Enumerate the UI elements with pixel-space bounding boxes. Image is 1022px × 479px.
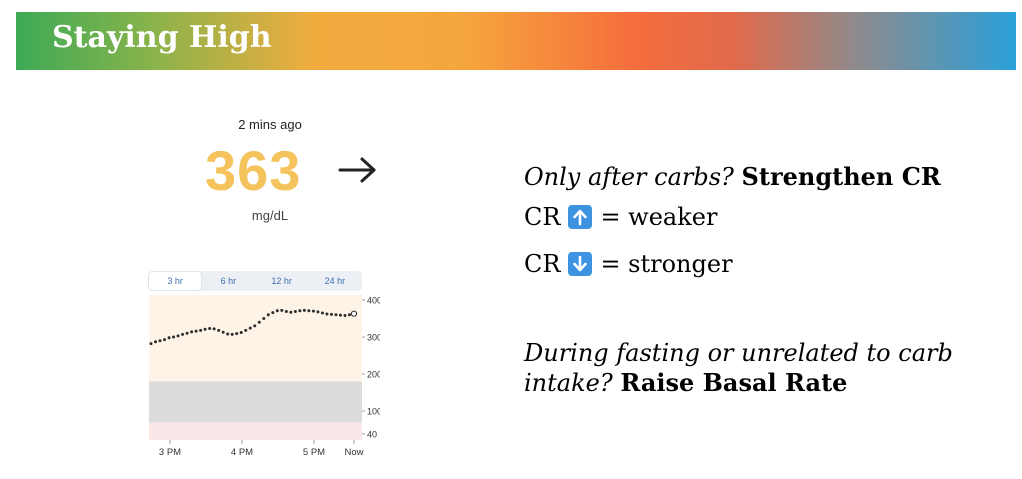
note-fasting-action: Raise Basal Rate [620,368,848,397]
arrow-right-icon [338,157,376,183]
glucose-point [244,328,248,332]
glucose-point [230,332,234,336]
note-fasting: During fasting or unrelated to carb inta… [524,338,974,398]
glucose-point [185,331,189,335]
glucose-value: 363 [205,139,302,202]
glucose-point [239,331,243,335]
target-range-band [149,381,362,423]
glucose-point [266,313,270,317]
x-tick-label: Now [344,447,363,458]
glucose-point [262,317,266,320]
glucose-point [320,311,324,315]
reading-age: 2 mins ago [238,117,302,132]
glucose-point [194,329,198,333]
glucose-point [257,320,261,324]
glucose-point [208,326,212,330]
low-range-band [149,422,362,440]
glucose-point [338,313,342,317]
glucose-point [307,309,311,313]
x-tick-label: 5 PM [303,447,325,458]
y-tick-label: 200 [367,370,380,380]
note-carbs: Only after carbs? Strengthen CR [524,162,941,191]
tab-24hr[interactable]: 24 hr [324,276,346,286]
tab-6hr[interactable]: 6 hr [220,276,237,286]
glucose-point [329,312,333,316]
glucose-point [190,330,194,334]
glucose-point [334,313,338,317]
glucose-point [271,311,275,315]
glucose-point [221,330,225,334]
y-tick-label: 400 [367,296,380,306]
glucose-point [176,334,180,338]
glucose-point [226,332,230,336]
note-cr-up: CR = weaker [524,203,717,231]
note-carbs-question: Only after carbs? [524,163,734,191]
y-tick-label: 300 [367,333,380,343]
glucose-point [158,339,162,343]
glucose-point [248,326,252,330]
slide-title: Staying High [52,20,272,55]
glucose-point [149,342,153,346]
current-reading-point [350,310,358,317]
note-fasting-question: During fasting or unrelated to carb inta… [524,339,953,397]
tab-3hr[interactable]: 3 hr [149,272,202,290]
glucose-point [289,310,293,314]
glucose-point [280,308,284,312]
glucose-units: mg/dL [251,208,289,223]
glucose-point [154,340,158,344]
glucose-point [217,328,221,332]
glucose-point [316,310,320,314]
y-tick-label: 40 [367,430,377,440]
note-cr-up-label: CR [524,203,561,231]
glucose-point [172,335,176,339]
high-range-band [149,295,362,382]
glucose-point [302,308,306,312]
note-cr-down: CR = stronger [524,250,733,278]
note-carbs-action: Strengthen CR [741,162,941,191]
glucose-point [293,309,297,313]
time-range-tabs: 3 hr 6 hr 12 hr 24 hr [148,271,362,291]
glucose-point [325,312,329,316]
note-cr-down-label: CR [524,250,561,278]
glucose-point [275,309,279,313]
glucose-point [347,313,351,317]
y-tick-label: 100 [367,407,380,417]
glucose-point [298,309,302,313]
glucose-point [284,309,288,313]
note-cr-up-meaning: = weaker [600,203,718,231]
up-arrow-key-icon [568,205,593,229]
x-tick-label: 4 PM [231,447,253,458]
glucose-point [212,327,216,331]
glucose-point [163,338,167,342]
glucose-chart: 400 300 200 100 40 3 PM 4 PM 5 PM Now [149,295,380,458]
x-tick-label: 3 PM [159,447,181,458]
glucose-point [235,332,239,336]
glucose-point [343,314,347,318]
glucose-point [167,336,171,340]
title-banner: Staying High [16,12,1016,70]
glucose-point [199,328,203,332]
glucose-point [203,327,207,331]
glucose-point [253,324,257,328]
tab-12hr[interactable]: 12 hr [271,276,292,286]
note-cr-down-meaning: = stronger [600,250,733,278]
glucose-point [181,332,185,336]
down-arrow-key-icon [568,252,593,276]
glucose-point [311,309,315,313]
